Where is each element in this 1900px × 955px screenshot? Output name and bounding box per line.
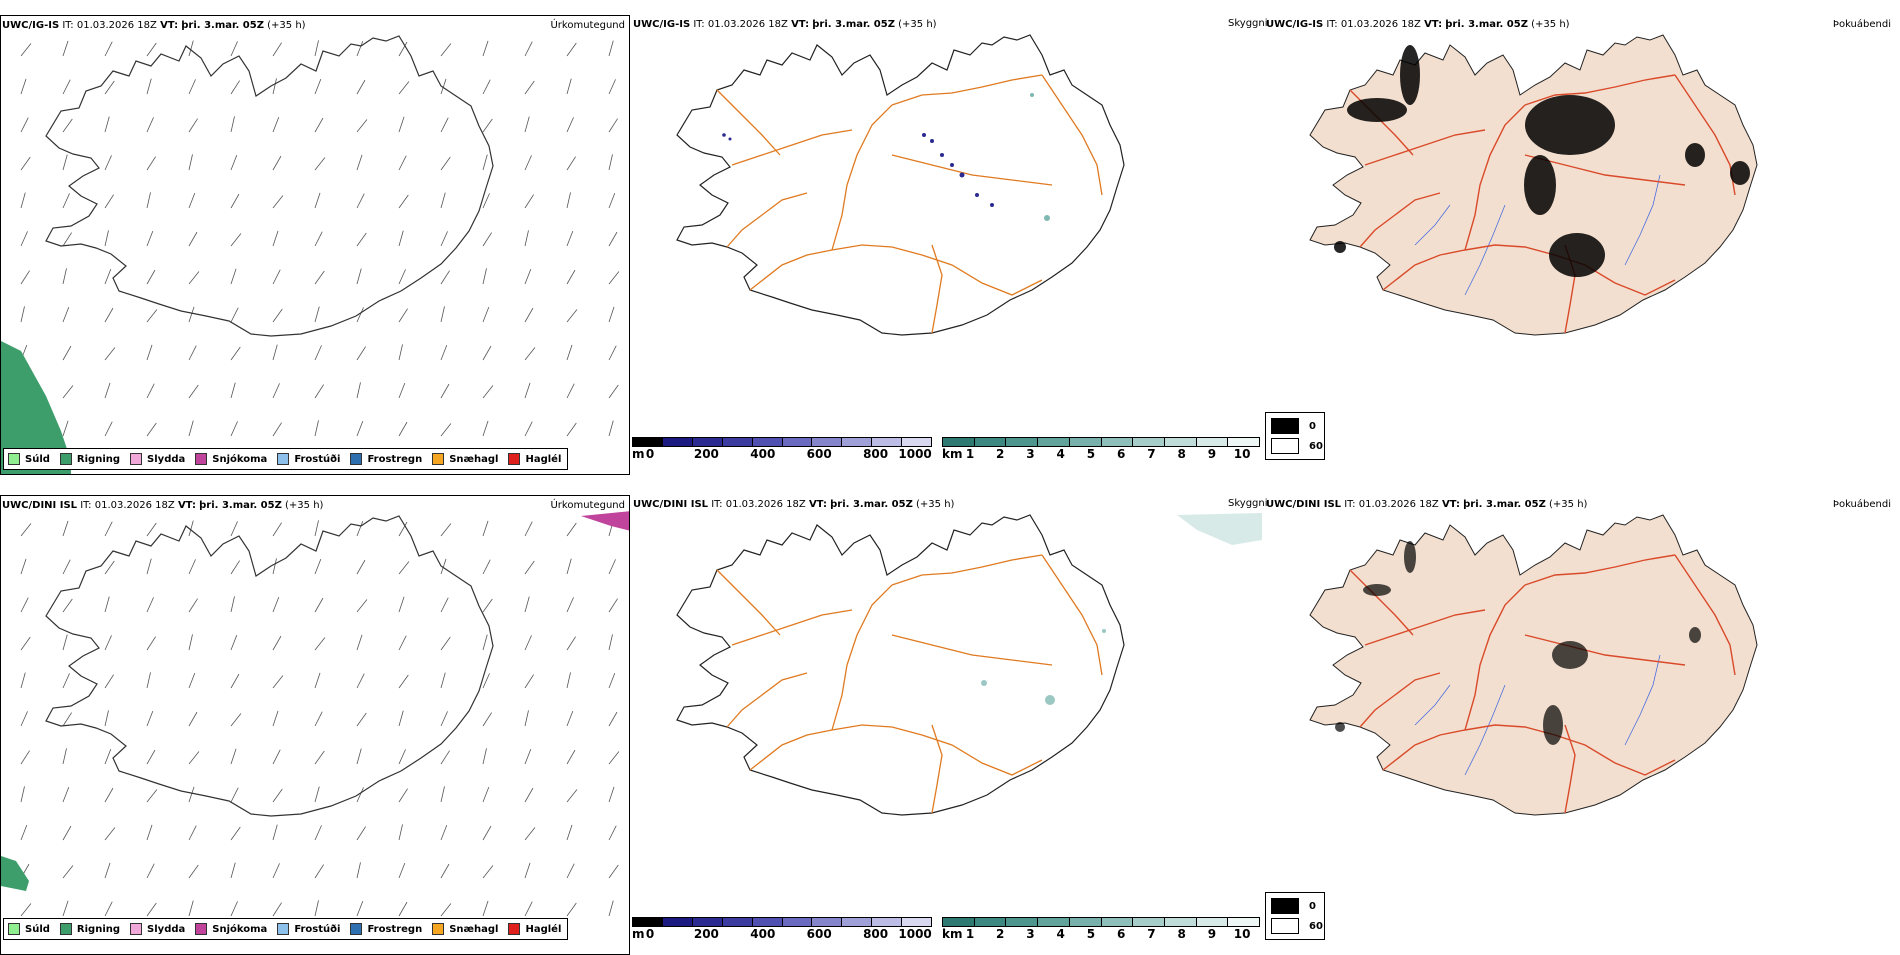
- legend-item: Snæhagl: [432, 923, 498, 935]
- legend-item: Snjókoma: [195, 923, 267, 935]
- panel-title: Skyggni: [1228, 498, 1268, 509]
- panel-header: UWC/DINI ISL IT: 01.03.2026 18Z VT: þri.…: [1266, 499, 1588, 510]
- visibility-colorbar: 1 2 3 4 5 6 7 8 9 10 km: [942, 917, 1260, 947]
- panel-header: UWC/IG-IS IT: 01.03.2026 18Z VT: þri. 3.…: [2, 20, 306, 31]
- legend-item: Súld: [8, 923, 50, 935]
- precip-type-panel-row2: UWC/DINI ISL IT: 01.03.2026 18Z VT: þri.…: [0, 495, 630, 955]
- legend-item: Súld: [8, 453, 50, 465]
- visibility-map: [676, 513, 1262, 816]
- legend-item: Snjókoma: [195, 453, 267, 465]
- fog-legend: 0 60: [1265, 892, 1325, 940]
- legend-item: Slydda: [130, 923, 185, 935]
- legend-item: Rigning: [59, 923, 120, 935]
- legend-item: Frostúði: [277, 453, 340, 465]
- cloud-base-colorbar: 0 200 400 600 800 1000 m: [632, 437, 932, 467]
- model-name: UWC/IG-IS: [633, 19, 691, 30]
- legend-item: Rigning: [59, 453, 120, 465]
- precip-type-map: [1, 35, 620, 474]
- visibility-map: [676, 34, 1125, 336]
- fog-panel-row2: UWC/DINI ISL IT: 01.03.2026 18Z VT: þri.…: [1265, 495, 1895, 955]
- precip-type-map: [1, 511, 629, 917]
- panel-title: Þokuábendi: [1832, 499, 1891, 510]
- panel-header: UWC/DINI ISL IT: 01.03.2026 18Z VT: þri.…: [633, 499, 955, 510]
- visibility-panel-row1: UWC/IG-IS IT: 01.03.2026 18Z VT: þri. 3.…: [632, 15, 1262, 475]
- fog-map: [1309, 34, 1758, 336]
- model-name: UWC/IG-IS: [2, 20, 60, 31]
- legend-item: Frostregn: [350, 453, 422, 465]
- precip-legend: Súld Rigning Slydda Snjókoma Frostúði Fr…: [3, 448, 569, 470]
- legend-item: Snæhagl: [432, 453, 498, 465]
- model-name: UWC/DINI ISL: [2, 500, 78, 511]
- panel-header: UWC/DINI ISL IT: 01.03.2026 18Z VT: þri.…: [2, 500, 324, 511]
- legend-item: Slydda: [130, 453, 185, 465]
- panel-title: Úrkomutegund: [550, 500, 625, 511]
- model-name: UWC/IG-IS: [1266, 19, 1324, 30]
- model-name: UWC/DINI ISL: [633, 499, 709, 510]
- cloud-base-colorbar: 0 200 400 600 800 1000 m: [632, 917, 932, 947]
- precip-legend: Súld Rigning Slydda Snjókoma Frostúði Fr…: [3, 918, 569, 940]
- model-name: UWC/DINI ISL: [1266, 499, 1342, 510]
- precip-type-panel-row1: UWC/IG-IS IT: 01.03.2026 18Z VT: þri. 3.…: [0, 15, 630, 475]
- legend-item: Haglél: [508, 453, 561, 465]
- fog-legend: 0 60: [1265, 412, 1325, 460]
- fog-panel-row1: UWC/IG-IS IT: 01.03.2026 18Z VT: þri. 3.…: [1265, 15, 1895, 475]
- visibility-colorbar: 1 2 3 4 5 6 7 8 9 10 km: [942, 437, 1260, 467]
- legend-item: Frostúði: [277, 923, 340, 935]
- panel-header: UWC/IG-IS IT: 01.03.2026 18Z VT: þri. 3.…: [633, 19, 937, 30]
- legend-item: Haglél: [508, 923, 561, 935]
- fog-map: [1309, 514, 1758, 816]
- panel-title: Þokuábendi: [1832, 19, 1891, 30]
- visibility-panel-row2: UWC/DINI ISL IT: 01.03.2026 18Z VT: þri.…: [632, 495, 1262, 955]
- panel-title: Úrkomutegund: [550, 20, 625, 31]
- legend-item: Frostregn: [350, 923, 422, 935]
- panel-title: Skyggni: [1228, 18, 1268, 29]
- panel-header: UWC/IG-IS IT: 01.03.2026 18Z VT: þri. 3.…: [1266, 19, 1570, 30]
